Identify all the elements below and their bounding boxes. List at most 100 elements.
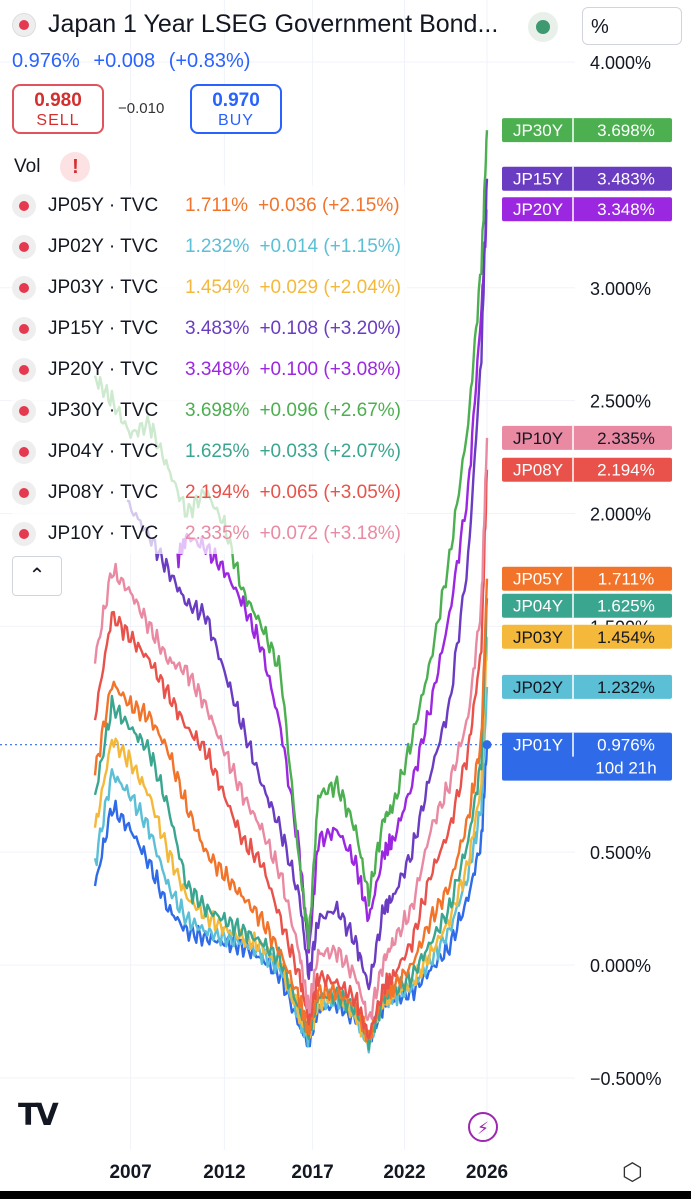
y-tick-label: 4.000%	[590, 53, 651, 73]
legend-row[interactable]: JP03Y · TVC 1.454% +0.029 (+2.04%)	[12, 267, 407, 308]
x-tick-label: 2012	[203, 1162, 245, 1183]
price-change: +0.008	[93, 50, 156, 72]
legend-symbol: JP08Y · TVC	[48, 481, 159, 503]
price-change-pct: (+0.83%)	[168, 50, 251, 72]
japan-flag-icon	[12, 521, 36, 546]
price-tag-bg	[502, 593, 672, 618]
legend-row[interactable]: JP08Y · TVC 2.194% +0.065 (+3.05%)	[12, 472, 407, 513]
price-tag-value: 1.711%	[598, 570, 654, 589]
series-line-jp15y	[126, 178, 489, 991]
x-tick-label: 2017	[291, 1162, 333, 1183]
legend-row[interactable]: JP02Y · TVC 1.232% +0.014 (+1.15%)	[12, 226, 407, 267]
legend-symbol: JP15Y · TVC	[48, 317, 159, 339]
legend-value: 1.454%	[185, 276, 250, 298]
y-tick-label: 0.500%	[590, 843, 651, 863]
legend-change: +0.014 (+1.15%)	[259, 235, 401, 257]
buy-button[interactable]: 0.970 BUY	[190, 84, 282, 134]
price-tag-symbol: JP02Y	[513, 678, 563, 697]
japan-flag-icon	[12, 439, 36, 464]
price-tag-value: 0.976%	[597, 736, 655, 755]
japan-flag-icon	[12, 12, 36, 37]
chart-settings-icon[interactable]: ⬡	[622, 1159, 643, 1186]
legend-change: +0.072 (+3.18%)	[259, 522, 401, 544]
symbol-title[interactable]: Japan 1 Year LSEG Government Bond...	[48, 10, 499, 38]
price-tag-bg	[502, 732, 672, 781]
japan-flag-icon	[12, 193, 36, 218]
buy-price: 0.970	[212, 90, 260, 111]
legend-value: 3.348%	[185, 358, 250, 380]
tradingview-logo[interactable]: TV	[18, 1098, 59, 1133]
legend-row[interactable]: JP10Y · TVC 2.335% +0.072 (+3.18%)	[12, 513, 407, 554]
price-tag-jp05y: JP05Y 1.711%	[502, 566, 672, 591]
last-price-dot	[482, 740, 492, 750]
sell-button[interactable]: 0.980 SELL	[12, 84, 104, 134]
last-price: 0.976%	[12, 50, 80, 72]
price-tag-jp08y: JP08Y 2.194%	[502, 457, 672, 482]
legend-row[interactable]: JP30Y · TVC 3.698% +0.096 (+2.67%)	[12, 390, 407, 431]
legend-change: +0.100 (+3.08%)	[259, 358, 401, 380]
y-tick-label: −0.500%	[590, 1069, 662, 1089]
legend-value: 1.711%	[185, 194, 249, 216]
price-tag-countdown: 10d 21h	[595, 759, 656, 778]
price-tag-jp10y: JP10Y 2.335%	[502, 425, 672, 450]
japan-flag-icon	[12, 398, 36, 423]
legend-change: +0.096 (+2.67%)	[259, 399, 401, 421]
y-tick-label: 2.000%	[590, 505, 651, 525]
bolt-icon[interactable]: ⚡	[468, 1112, 498, 1142]
legend-row[interactable]: JP04Y · TVC 1.625% +0.033 (+2.07%)	[12, 431, 407, 472]
legend-change: +0.065 (+3.05%)	[259, 481, 401, 503]
market-status-icon[interactable]	[528, 12, 558, 42]
vol-label: Vol	[14, 156, 41, 177]
price-tag-bg	[502, 118, 672, 143]
price-tag-jp15y: JP15Y 3.483%	[502, 166, 672, 191]
series-line-jp20y	[176, 208, 488, 954]
price-tag-jp01y: JP01Y 0.976% 10d 21h	[502, 732, 672, 781]
price-tag-value: 1.232%	[597, 678, 655, 697]
y-tick-label: 0.000%	[590, 956, 651, 976]
legend-row[interactable]: JP05Y · TVC 1.711% +0.036 (+2.15%)	[12, 185, 407, 226]
warning-icon[interactable]: !	[60, 152, 91, 182]
price-tag-bg	[502, 566, 672, 591]
legend-value: 1.625%	[185, 440, 250, 462]
legend-value: 1.232%	[185, 235, 250, 257]
x-tick-label: 2026	[466, 1162, 508, 1183]
chevron-up-icon: ⌃	[28, 565, 46, 587]
legend-symbol: JP05Y · TVC	[48, 194, 159, 216]
price-tag-value: 1.625%	[597, 597, 655, 616]
collapse-legend-button[interactable]: ⌃	[12, 556, 62, 596]
price-tag-bg	[502, 457, 672, 482]
legend-change: +0.108 (+3.20%)	[259, 317, 401, 339]
volume-indicator[interactable]: Vol !	[14, 152, 91, 182]
series-line-jp05y	[93, 578, 489, 1043]
price-tag-symbol: JP04Y	[513, 597, 563, 616]
legend-value: 2.194%	[185, 481, 250, 503]
price-tag-symbol: JP03Y	[513, 628, 563, 647]
symbol-header[interactable]: Japan 1 Year LSEG Government Bond...	[12, 10, 518, 39]
y-axis: 4.000%3.000%2.500%2.000%1.500%0.500%0.00…	[590, 53, 662, 1089]
legend-value: 3.483%	[185, 317, 250, 339]
y-tick-label: 2.500%	[590, 392, 651, 412]
price-tag-value: 1.454%	[597, 628, 655, 647]
price-tag-value: 3.698%	[597, 121, 655, 140]
legend-row[interactable]: JP15Y · TVC 3.483% +0.108 (+3.20%)	[12, 308, 407, 349]
japan-flag-icon	[12, 357, 36, 382]
price-tag-value: 3.348%	[597, 200, 655, 219]
spread-value: −0.010	[118, 100, 165, 117]
price-tag-jp30y: JP30Y 3.698%	[502, 118, 672, 143]
price-tag-jp04y: JP04Y 1.625%	[502, 593, 672, 618]
price-tag-symbol: JP08Y	[513, 461, 563, 480]
unit-selector-button[interactable]: %	[582, 7, 682, 45]
legend-change: +0.033 (+2.07%)	[259, 440, 401, 462]
series-line-jp04y	[93, 598, 489, 1051]
price-tag-bg	[502, 197, 672, 222]
price-tag-symbol: JP20Y	[513, 200, 563, 219]
price-tag-value: 3.483%	[597, 170, 655, 189]
series-line-jp10y	[93, 437, 489, 1022]
price-tag-jp02y: JP02Y 1.232%	[502, 674, 672, 699]
legend-row[interactable]: JP20Y · TVC 3.348% +0.100 (+3.08%)	[12, 349, 407, 390]
price-tag-symbol: JP01Y	[513, 736, 563, 755]
series-lines	[93, 130, 492, 1054]
price-tag-symbol: JP10Y	[513, 429, 563, 448]
legend-symbol: JP30Y · TVC	[48, 399, 159, 421]
